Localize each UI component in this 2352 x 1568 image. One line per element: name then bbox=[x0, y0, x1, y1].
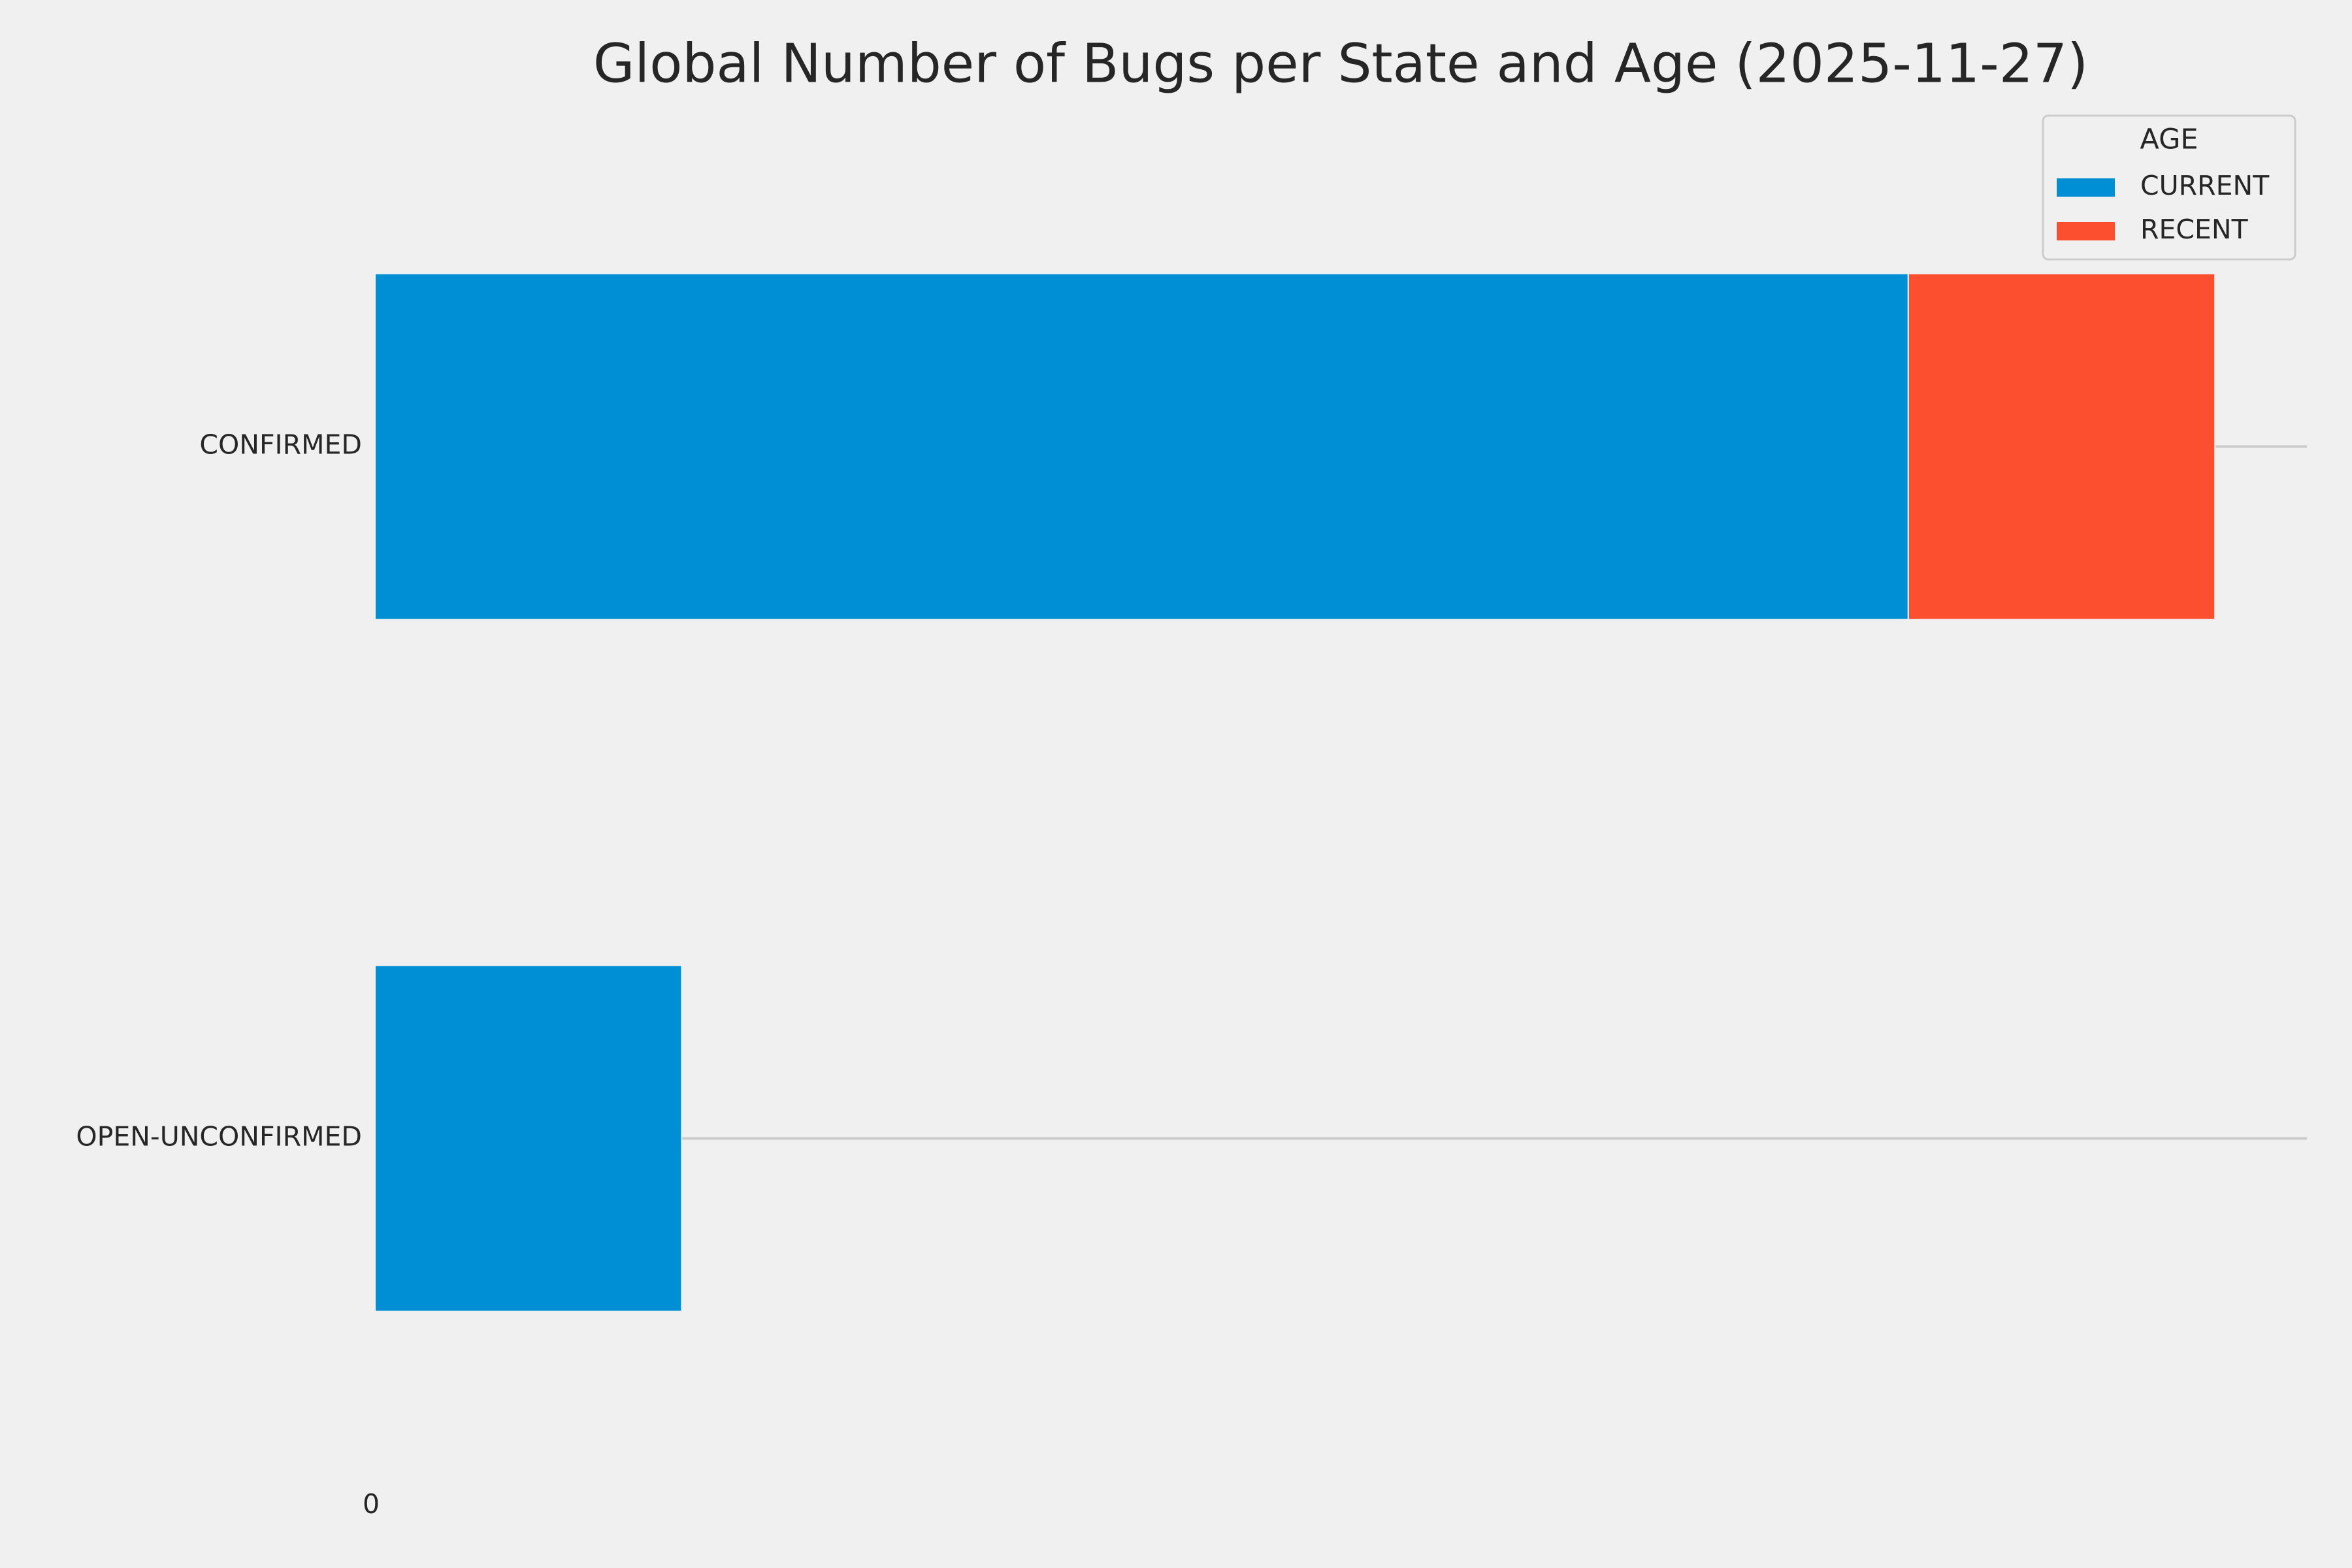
bar-segment bbox=[1907, 272, 2216, 621]
legend-swatch bbox=[2057, 178, 2115, 197]
chart-title: Global Number of Bugs per State and Age … bbox=[593, 33, 2088, 95]
legend-title: AGE bbox=[2140, 123, 2198, 156]
bar-segment bbox=[374, 272, 1909, 621]
legend-label: CURRENT bbox=[2140, 170, 2270, 201]
legend-swatch bbox=[2057, 222, 2115, 240]
legend-label: RECENT bbox=[2140, 214, 2249, 245]
y-tick-label: CONFIRMED bbox=[199, 429, 362, 461]
y-tick-label: OPEN-UNCONFIRMED bbox=[76, 1121, 362, 1152]
x-tick-label: 0 bbox=[363, 1488, 380, 1520]
bar-segment bbox=[374, 964, 683, 1313]
